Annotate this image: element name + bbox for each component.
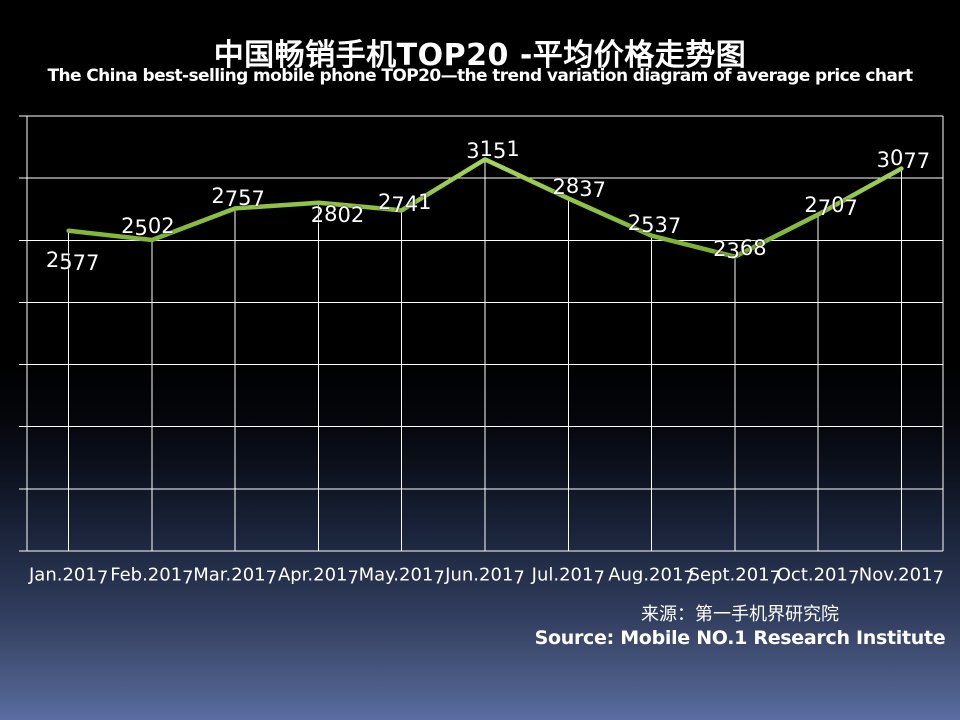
data-label: 2368: [713, 235, 767, 263]
data-label: 2741: [377, 190, 432, 218]
x-axis-label: Jan.2017: [28, 564, 109, 589]
x-axis-label: Feb.2017: [110, 564, 194, 589]
chart-subtitle: The China best-selling mobile phone TOP2…: [47, 66, 913, 86]
x-axis-label: Jul.2017: [531, 564, 605, 589]
x-axis-label: Jun.2017: [445, 564, 525, 589]
x-axis-label: Aug.2017: [608, 564, 695, 589]
x-axis-label: Nov.2017: [858, 564, 944, 589]
source-text-cn: 来源：第一手机界研究院: [641, 604, 839, 625]
data-label: 2707: [804, 192, 858, 220]
horizontal-gridlines: [19, 115, 943, 552]
chart-title: 中国畅销手机TOP20 -平均价格走势图: [213, 38, 747, 73]
x-axis-label: Oct.2017: [776, 564, 860, 589]
x-axis-label: Apr.2017: [277, 564, 359, 589]
data-label: 2502: [121, 214, 175, 241]
data-label: 2757: [211, 184, 265, 212]
data-label: 2837: [552, 174, 607, 203]
data-label: 3151: [466, 137, 520, 164]
data-label: 3077: [876, 145, 931, 173]
data-label: 2802: [310, 201, 365, 227]
data-label: 2537: [627, 210, 682, 238]
price-line-series: [66, 157, 904, 259]
data-label: 2577: [45, 247, 100, 275]
x-axis-label: May.2017: [358, 564, 445, 589]
x-axis-label: Mar.2017: [193, 564, 278, 589]
drop-lines: [68, 159, 902, 551]
source-block: 来源：第一手机界研究院 Source: Mobile NO.1 Research…: [520, 603, 960, 650]
x-axis-label: Sept.2017: [688, 564, 782, 589]
source-text-en: Source: Mobile NO.1 Research Institute: [534, 627, 946, 649]
